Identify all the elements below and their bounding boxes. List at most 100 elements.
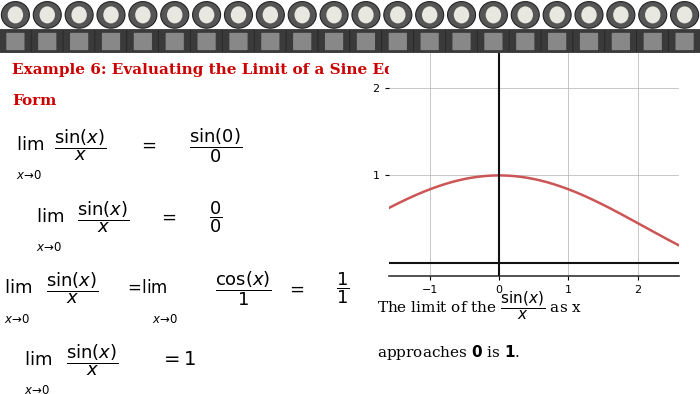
FancyBboxPatch shape xyxy=(166,33,184,50)
FancyBboxPatch shape xyxy=(382,30,414,52)
Text: $\dfrac{0}{0}$: $\dfrac{0}{0}$ xyxy=(209,199,222,234)
Ellipse shape xyxy=(486,6,501,23)
FancyBboxPatch shape xyxy=(484,33,503,50)
FancyBboxPatch shape xyxy=(350,30,382,52)
Ellipse shape xyxy=(645,6,660,23)
FancyBboxPatch shape xyxy=(127,30,159,52)
FancyBboxPatch shape xyxy=(668,30,700,52)
Ellipse shape xyxy=(480,2,508,28)
Text: $\dfrac{\sin(x)}{x}$: $\dfrac{\sin(x)}{x}$ xyxy=(46,271,98,306)
FancyBboxPatch shape xyxy=(95,30,127,52)
Ellipse shape xyxy=(231,6,246,23)
FancyBboxPatch shape xyxy=(293,33,312,50)
FancyBboxPatch shape xyxy=(605,30,637,52)
Ellipse shape xyxy=(550,6,565,23)
FancyBboxPatch shape xyxy=(676,33,694,50)
Ellipse shape xyxy=(65,2,93,28)
Ellipse shape xyxy=(638,2,666,28)
Ellipse shape xyxy=(326,6,342,23)
Ellipse shape xyxy=(581,6,596,23)
FancyBboxPatch shape xyxy=(389,33,407,50)
Text: $\dfrac{\sin(x)}{x}$: $\dfrac{\sin(x)}{x}$ xyxy=(78,199,130,234)
Ellipse shape xyxy=(295,6,310,23)
Text: $x\!\rightarrow\!0$: $x\!\rightarrow\!0$ xyxy=(16,169,43,182)
Ellipse shape xyxy=(607,2,635,28)
FancyBboxPatch shape xyxy=(477,30,510,52)
FancyBboxPatch shape xyxy=(325,33,343,50)
Text: Form: Form xyxy=(12,94,56,108)
FancyBboxPatch shape xyxy=(421,33,439,50)
FancyBboxPatch shape xyxy=(261,33,279,50)
Text: $\dfrac{1}{1}$: $\dfrac{1}{1}$ xyxy=(337,271,350,306)
FancyBboxPatch shape xyxy=(414,30,446,52)
Ellipse shape xyxy=(104,6,119,23)
Ellipse shape xyxy=(358,6,374,23)
FancyBboxPatch shape xyxy=(32,30,64,52)
Text: $\dfrac{\cos(x)}{1}$: $\dfrac{\cos(x)}{1}$ xyxy=(215,269,272,308)
FancyBboxPatch shape xyxy=(636,30,668,52)
FancyBboxPatch shape xyxy=(286,30,318,52)
Ellipse shape xyxy=(288,2,316,28)
Ellipse shape xyxy=(193,2,220,28)
Text: $\lim$: $\lim$ xyxy=(4,279,32,297)
Ellipse shape xyxy=(199,6,214,23)
FancyBboxPatch shape xyxy=(612,33,630,50)
Text: $=\!\lim$: $=\!\lim$ xyxy=(124,279,167,297)
Ellipse shape xyxy=(167,6,183,23)
FancyBboxPatch shape xyxy=(541,30,573,52)
Ellipse shape xyxy=(454,6,469,23)
Ellipse shape xyxy=(129,2,157,28)
Text: $x\!\rightarrow\!0$: $x\!\rightarrow\!0$ xyxy=(24,384,50,394)
Ellipse shape xyxy=(8,6,23,23)
FancyBboxPatch shape xyxy=(70,33,88,50)
Ellipse shape xyxy=(320,2,348,28)
Text: $\lim$: $\lim$ xyxy=(24,351,52,369)
Ellipse shape xyxy=(384,2,412,28)
Text: $x\!\rightarrow\!0$: $x\!\rightarrow\!0$ xyxy=(4,312,31,325)
Ellipse shape xyxy=(511,2,539,28)
Ellipse shape xyxy=(416,2,444,28)
Ellipse shape xyxy=(422,6,438,23)
Text: approaches $\mathbf{0}$ is $\mathbf{1}$.: approaches $\mathbf{0}$ is $\mathbf{1}$. xyxy=(377,343,520,362)
FancyBboxPatch shape xyxy=(6,33,25,50)
Text: $\dfrac{\sin(x)}{x}$: $\dfrac{\sin(x)}{x}$ xyxy=(54,127,106,163)
FancyBboxPatch shape xyxy=(63,30,95,52)
Text: $\lim$: $\lim$ xyxy=(36,208,64,226)
Ellipse shape xyxy=(1,2,29,28)
Ellipse shape xyxy=(135,6,150,23)
FancyBboxPatch shape xyxy=(357,33,375,50)
FancyBboxPatch shape xyxy=(190,30,223,52)
FancyBboxPatch shape xyxy=(254,30,286,52)
FancyBboxPatch shape xyxy=(643,33,662,50)
Ellipse shape xyxy=(40,6,55,23)
Text: $=$: $=$ xyxy=(158,208,177,226)
Ellipse shape xyxy=(447,2,475,28)
FancyBboxPatch shape xyxy=(197,33,216,50)
Ellipse shape xyxy=(225,2,253,28)
FancyBboxPatch shape xyxy=(445,30,477,52)
Ellipse shape xyxy=(97,2,125,28)
Ellipse shape xyxy=(575,2,603,28)
FancyBboxPatch shape xyxy=(580,33,598,50)
Text: $\dfrac{\sin(0)}{0}$: $\dfrac{\sin(0)}{0}$ xyxy=(189,126,242,165)
FancyBboxPatch shape xyxy=(573,30,605,52)
Text: $= 1$: $= 1$ xyxy=(160,351,196,369)
FancyBboxPatch shape xyxy=(548,33,566,50)
Text: $\lim$: $\lim$ xyxy=(16,136,44,154)
FancyBboxPatch shape xyxy=(223,30,255,52)
Ellipse shape xyxy=(256,2,284,28)
Text: $x\!\rightarrow\!0$: $x\!\rightarrow\!0$ xyxy=(36,241,62,254)
FancyBboxPatch shape xyxy=(452,33,470,50)
FancyBboxPatch shape xyxy=(159,30,191,52)
Ellipse shape xyxy=(677,6,692,23)
Ellipse shape xyxy=(262,6,278,23)
FancyBboxPatch shape xyxy=(134,33,152,50)
FancyBboxPatch shape xyxy=(0,30,32,52)
Text: $=$: $=$ xyxy=(139,136,157,154)
Ellipse shape xyxy=(161,2,189,28)
FancyBboxPatch shape xyxy=(102,33,120,50)
FancyBboxPatch shape xyxy=(509,30,541,52)
FancyBboxPatch shape xyxy=(318,30,350,52)
Text: $x\!\rightarrow\!0$: $x\!\rightarrow\!0$ xyxy=(152,312,178,325)
FancyBboxPatch shape xyxy=(230,33,248,50)
